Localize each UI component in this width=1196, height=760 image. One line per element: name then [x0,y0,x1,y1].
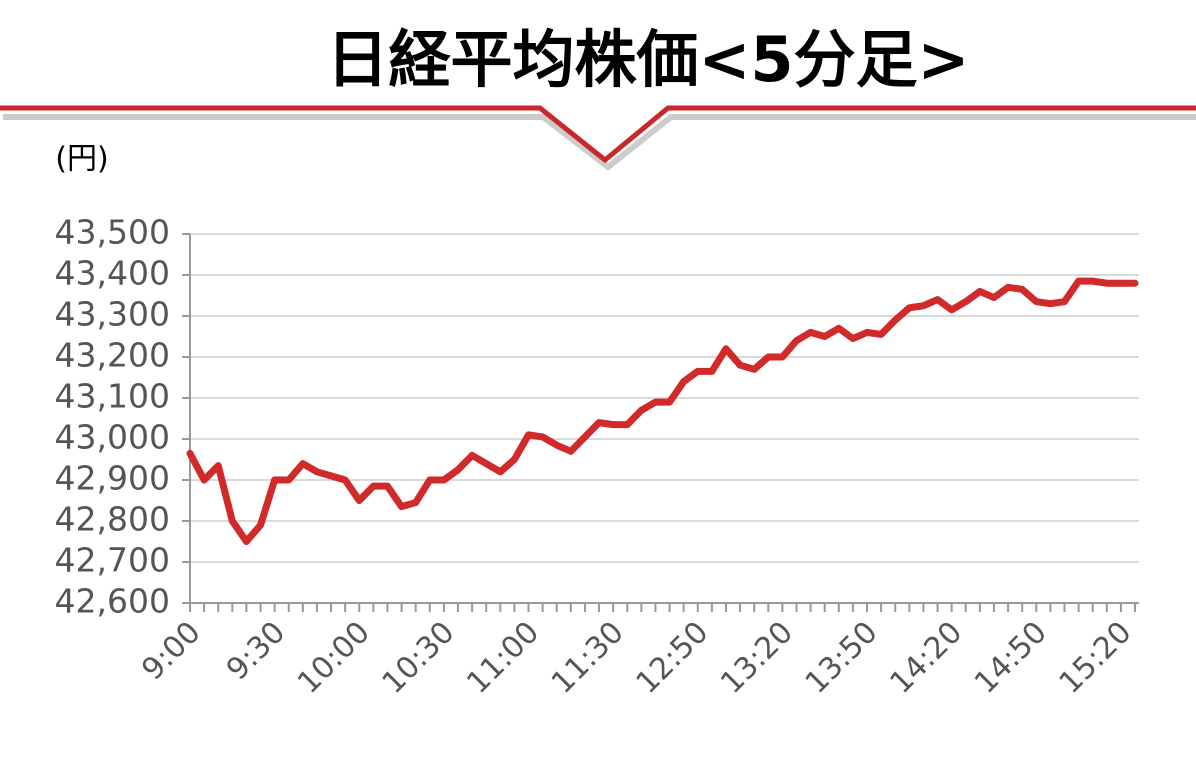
x-tick-label: 10:00 [291,615,377,701]
title-underline [0,105,1196,164]
x-tick-label: 11:30 [545,615,631,701]
title-underline-shadow [3,114,1196,171]
y-tick-label: 42,900 [55,459,170,498]
x-tick-label: 13:20 [714,615,800,701]
y-tick-label: 42,700 [55,541,170,580]
y-tick-label: 43,000 [55,418,170,457]
x-tick-label: 15:20 [1053,615,1139,701]
y-tick-label: 42,800 [55,500,170,539]
x-tick-label: 10:30 [376,615,462,701]
y-tick-label: 43,200 [55,336,170,375]
line-series [186,277,1139,545]
y-tick-label: 43,100 [55,377,170,416]
x-tick-label: 14:20 [883,615,969,701]
y-tick-label: 42,600 [55,582,170,621]
x-tick-label: 12:50 [630,615,716,701]
y-tick-label: 43,500 [55,213,170,252]
y-tick-label: 43,400 [55,254,170,293]
x-tick-label: 13:50 [799,615,885,701]
x-tick-label: 9:30 [220,615,292,687]
x-tick-label: 9:00 [135,615,207,687]
y-tick-label: 43,300 [55,295,170,334]
chart-title: 日経平均株価<5分足> [326,23,969,96]
x-tick-label: 14:50 [968,615,1054,701]
x-tick-label: 11:00 [460,615,546,701]
y-axis-label: (円) [55,142,108,177]
